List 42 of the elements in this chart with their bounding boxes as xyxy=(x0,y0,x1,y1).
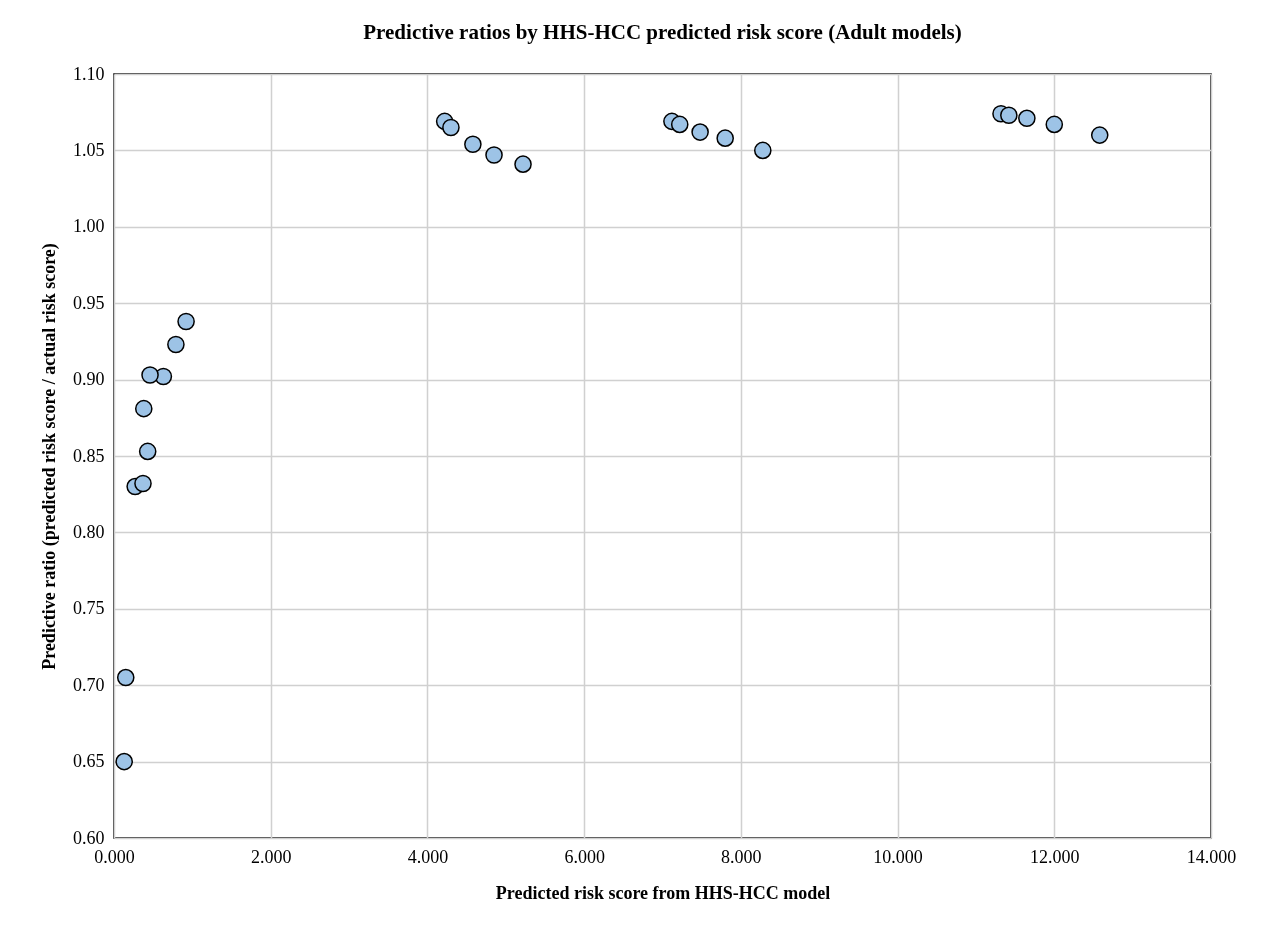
point xyxy=(134,474,152,493)
y-tick-label: 1.10 xyxy=(73,63,105,84)
y-tick-label: 0.65 xyxy=(73,751,105,772)
point xyxy=(134,399,153,418)
y-tick-label: 0.85 xyxy=(73,445,105,466)
y-tick-label: 0.80 xyxy=(73,521,105,542)
x-tick-label: 14.000 xyxy=(1186,846,1237,867)
point xyxy=(753,141,772,160)
point xyxy=(514,155,532,173)
point xyxy=(1018,109,1036,128)
point xyxy=(442,118,460,137)
point xyxy=(115,752,133,771)
y-tick-label: 0.70 xyxy=(73,674,105,695)
point xyxy=(485,146,503,164)
point xyxy=(1000,106,1018,125)
x-tick-label: 2.000 xyxy=(250,846,292,867)
x-tick-label: 12.000 xyxy=(1030,846,1080,867)
point xyxy=(464,135,482,154)
point xyxy=(670,115,689,134)
x-tick-label: 10.000 xyxy=(873,846,923,867)
point xyxy=(1045,115,1064,134)
y-tick-label: 0.90 xyxy=(73,369,105,390)
y-tick-label: 0.60 xyxy=(73,827,105,848)
point xyxy=(716,129,734,147)
x-tick-label: 0.000 xyxy=(94,846,135,867)
point xyxy=(1090,126,1109,144)
y-tick-label: 1.00 xyxy=(73,216,105,237)
point xyxy=(116,668,135,687)
y-axis-title: Predictive ratio (predicted risk score / actual risk score) xyxy=(39,243,60,670)
point xyxy=(177,312,195,331)
x-axis-title: Predicted risk score from HHS-HCC model xyxy=(495,882,831,903)
y-tick-label: 1.05 xyxy=(73,139,105,160)
x-tick-label: 6.000 xyxy=(564,846,605,867)
point xyxy=(167,335,185,354)
y-tick-label: 0.75 xyxy=(73,598,105,619)
x-tick-label: 8.000 xyxy=(721,846,762,867)
point xyxy=(138,442,157,461)
point xyxy=(141,366,159,384)
chart-title: Predictive ratios by HHS-HCC predicted risk score (Adult models) xyxy=(363,20,962,44)
y-tick-label: 0.95 xyxy=(73,292,105,313)
x-tick-label: 4.000 xyxy=(407,846,449,867)
point xyxy=(691,123,709,141)
